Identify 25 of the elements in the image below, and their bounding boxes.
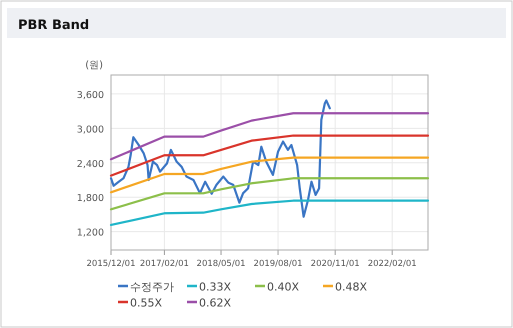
legend-label: 0.55X	[130, 296, 162, 310]
chart-title: PBR Band	[18, 18, 90, 33]
line-series	[110, 177, 430, 210]
line-series	[110, 112, 430, 160]
y-tick-label: 3,600	[76, 90, 104, 101]
x-tick-label: 2019/08/01	[254, 259, 303, 269]
x-tick-label: 2017/02/01	[140, 259, 189, 269]
legend-label: 0.48X	[335, 280, 368, 294]
line-series	[110, 99, 331, 218]
y-tick-label: 3,000	[76, 124, 104, 136]
legend-label: 0.33X	[199, 280, 232, 294]
y-tick-label: 1,200	[76, 228, 104, 239]
x-tick-label: 2015/12/01	[86, 259, 136, 269]
x-tick-label: 2020/11/01	[310, 259, 360, 269]
legend-label: 0.62X	[199, 296, 232, 310]
line-series	[110, 200, 430, 226]
line-series	[110, 156, 430, 194]
x-tick-label: 2022/02/01	[368, 259, 417, 269]
legend-label: 0.40X	[267, 280, 300, 294]
x-tick-label: 2018/05/01	[196, 259, 246, 269]
y-tick-label: 2,400	[76, 158, 104, 170]
legend-label: 수정주가	[130, 280, 174, 294]
y-axis-title: (원)	[85, 60, 104, 71]
y-tick-label: 1,800	[76, 193, 104, 204]
line-series	[110, 134, 430, 177]
